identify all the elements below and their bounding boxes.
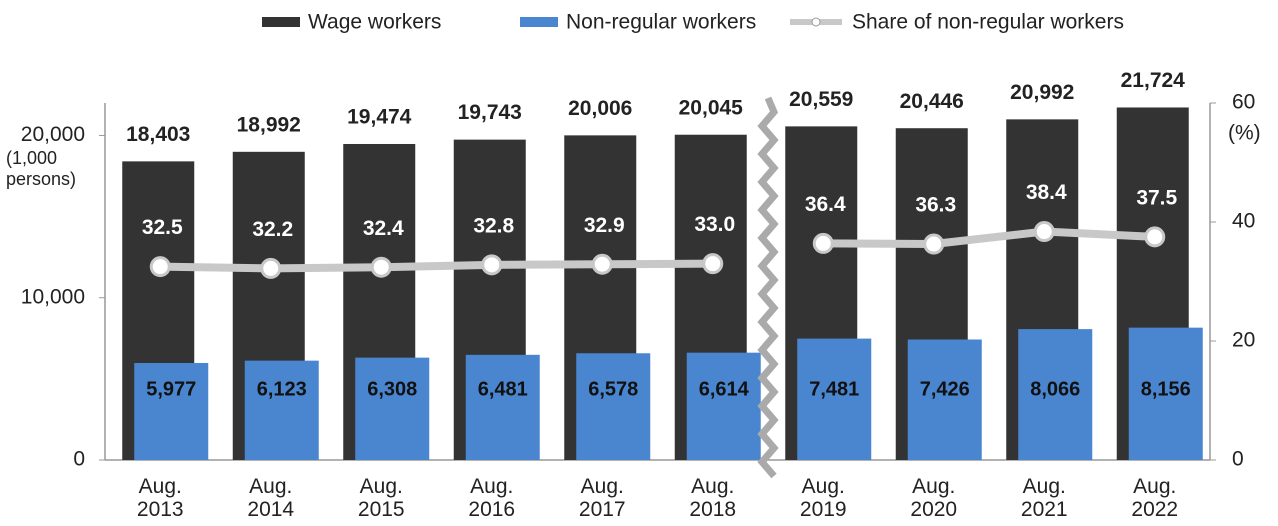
- x-tick-label: Aug. 2015: [357, 475, 405, 521]
- bar: [244, 360, 319, 460]
- y2-tick-label: 40: [1232, 210, 1255, 233]
- data-label: 19,474: [347, 106, 412, 129]
- data-label: 38.4: [1026, 181, 1067, 204]
- y-tick-label: 0: [73, 448, 85, 471]
- y2-tick-label: 0: [1232, 448, 1244, 471]
- line-point: [149, 256, 171, 278]
- data-label: 37.5: [1136, 186, 1177, 209]
- x-tick-label: Aug. 2018: [689, 475, 737, 521]
- data-label: 7,426: [920, 378, 970, 400]
- line-point: [702, 253, 724, 275]
- y2-axis-label: (%): [1228, 122, 1261, 145]
- data-label: 20,446: [900, 90, 964, 113]
- y2-tick-label: 20: [1232, 329, 1255, 352]
- bar: [576, 353, 651, 460]
- data-label: 36.3: [915, 194, 956, 217]
- data-label: 20,045: [679, 96, 744, 119]
- data-label: 32.9: [584, 214, 625, 237]
- legend-swatch: [520, 17, 558, 27]
- y2-tick-label: 60: [1232, 91, 1255, 114]
- data-label: 20,559: [789, 88, 853, 111]
- line-point: [923, 233, 945, 255]
- legend-label: Non-regular workers: [566, 11, 756, 34]
- data-label: 32.4: [363, 217, 404, 240]
- line: [823, 227, 1155, 249]
- x-tick-label: Aug. 2019: [799, 475, 847, 521]
- line-point: [481, 254, 503, 276]
- x-tick-label: Aug. 2016: [468, 475, 516, 521]
- x-tick-label: Aug. 2013: [136, 475, 184, 521]
- line-point: [260, 257, 282, 279]
- data-label: 32.5: [142, 216, 183, 239]
- x-tick-label: Aug. 2017: [578, 475, 626, 521]
- x-tick-label: Aug. 2022: [1131, 475, 1179, 521]
- bar: [134, 363, 209, 460]
- data-label: 6,123: [257, 378, 307, 400]
- data-label: 20,006: [568, 97, 632, 120]
- x-tick-label: Aug. 2014: [247, 475, 295, 521]
- line-point: [370, 256, 392, 278]
- legend-label: Share of non-regular workers: [852, 11, 1124, 34]
- bar: [686, 352, 761, 460]
- x-tick-label: Aug. 2021: [1020, 475, 1068, 521]
- line-point: [1033, 221, 1055, 243]
- data-label: 8,066: [1030, 378, 1080, 400]
- data-label: 20,992: [1010, 81, 1074, 104]
- data-label: 7,481: [809, 378, 859, 400]
- bar: [797, 338, 872, 460]
- data-label: 6,614: [699, 378, 750, 400]
- axis-break: [757, 96, 779, 479]
- data-label: 5,977: [146, 378, 196, 400]
- data-label: 36.4: [805, 193, 846, 216]
- bar: [1018, 329, 1093, 460]
- data-label: 33.0: [694, 213, 735, 236]
- data-label: 19,743: [458, 101, 522, 124]
- legend-swatch: [262, 17, 300, 27]
- bar: [355, 357, 430, 460]
- line-point: [1144, 226, 1166, 248]
- data-label: 21,724: [1121, 69, 1186, 92]
- data-label: 32.2: [252, 218, 293, 241]
- line-point: [812, 232, 834, 254]
- data-label: 18,403: [126, 123, 190, 146]
- data-label: 8,156: [1141, 378, 1191, 400]
- bar: [465, 354, 540, 460]
- data-label: 6,481: [478, 378, 528, 400]
- legend-label: Wage workers: [308, 11, 441, 34]
- data-label: 32.8: [473, 214, 514, 237]
- data-label: 6,308: [367, 378, 417, 400]
- x-tick-label: Aug. 2020: [910, 475, 958, 521]
- bar: [1128, 327, 1203, 460]
- y-axis-label: (1,000 persons): [6, 148, 77, 189]
- line: [160, 259, 713, 273]
- y-tick-label: 10,000: [21, 285, 85, 308]
- data-label: 18,992: [237, 113, 301, 136]
- bar: [907, 339, 982, 460]
- legend-swatch: [811, 17, 821, 27]
- line-point: [591, 253, 613, 275]
- y-tick-label: 20,000: [21, 123, 85, 146]
- data-label: 6,578: [588, 378, 638, 400]
